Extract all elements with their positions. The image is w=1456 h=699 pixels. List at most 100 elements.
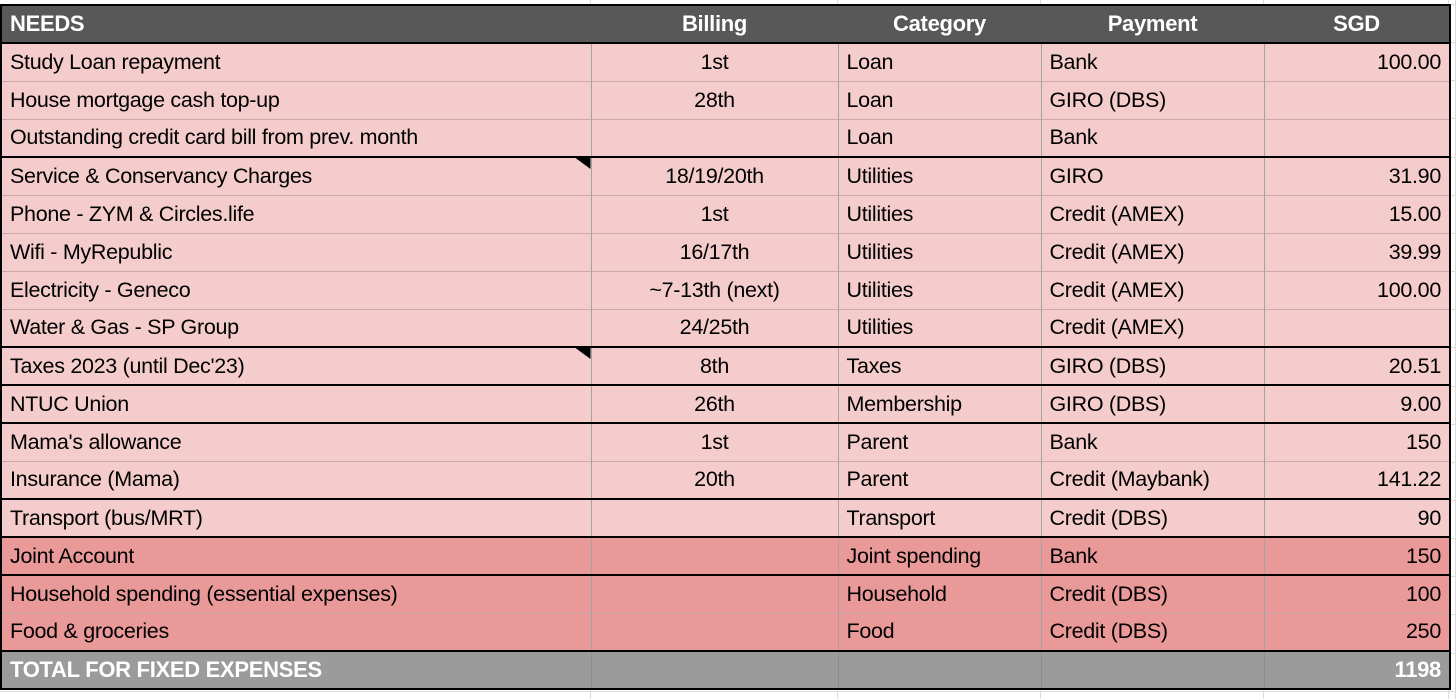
cell-category[interactable]: Household bbox=[837, 574, 1041, 613]
cell-payment[interactable]: Credit (AMEX) bbox=[1040, 194, 1264, 233]
total-empty-cell[interactable] bbox=[590, 650, 838, 689]
cell-category[interactable]: Loan bbox=[837, 43, 1041, 81]
cell-payment[interactable]: GIRO (DBS) bbox=[1040, 346, 1264, 386]
cell-payment[interactable]: Credit (DBS) bbox=[1040, 574, 1264, 613]
table-row: Mama's allowance 1st Parent Bank 150 bbox=[1, 422, 1450, 461]
cell-billing[interactable]: 28th bbox=[590, 80, 838, 119]
column-header-category[interactable]: Category bbox=[838, 5, 1041, 43]
cell-payment[interactable]: Credit (AMEX) bbox=[1040, 270, 1264, 309]
cell-sgd[interactable]: 100.00 bbox=[1263, 270, 1450, 309]
cell-billing[interactable]: 26th bbox=[590, 384, 838, 424]
cell-sgd[interactable]: 39.99 bbox=[1263, 232, 1450, 271]
cell-billing[interactable]: 8th bbox=[590, 346, 838, 386]
payment-text: GIRO bbox=[1049, 163, 1104, 188]
cell-sgd[interactable]: 15.00 bbox=[1263, 194, 1450, 233]
comment-indicator-icon[interactable] bbox=[575, 348, 591, 359]
cell-sgd[interactable]: 100.00 bbox=[1263, 43, 1450, 81]
cell-sgd[interactable]: 90 bbox=[1263, 498, 1450, 538]
cell-category[interactable]: Parent bbox=[837, 422, 1041, 461]
cell-payment[interactable]: Credit (DBS) bbox=[1040, 498, 1264, 538]
cell-sgd[interactable]: 250 bbox=[1263, 612, 1450, 652]
total-empty-cell[interactable] bbox=[837, 650, 1041, 689]
billing-text: 20th bbox=[694, 467, 735, 492]
cell-sgd[interactable] bbox=[1263, 308, 1450, 348]
cell-billing[interactable] bbox=[590, 574, 838, 613]
cell-needs[interactable]: Phone - ZYM & Circles.life bbox=[1, 194, 591, 233]
cell-needs[interactable]: Electricity - Geneco bbox=[1, 270, 591, 309]
cell-billing[interactable]: ~7-13th (next) bbox=[590, 270, 838, 309]
cell-needs[interactable]: Transport (bus/MRT) bbox=[1, 498, 591, 538]
cell-needs[interactable]: Mama's allowance bbox=[1, 422, 591, 461]
cell-payment[interactable]: Credit (AMEX) bbox=[1040, 308, 1264, 348]
cell-needs[interactable]: Insurance (Mama) bbox=[1, 460, 591, 500]
cell-category[interactable]: Utilities bbox=[837, 232, 1041, 271]
sgd-text: 141.22 bbox=[1377, 467, 1441, 492]
cell-category[interactable]: Food bbox=[837, 612, 1041, 652]
cell-category[interactable]: Membership bbox=[837, 384, 1041, 424]
cell-needs[interactable]: NTUC Union bbox=[1, 384, 591, 424]
needs-text: Taxes 2023 (until Dec'23) bbox=[10, 353, 245, 378]
comment-indicator-icon[interactable] bbox=[575, 158, 591, 169]
column-header-payment[interactable]: Payment bbox=[1041, 5, 1264, 43]
cell-sgd[interactable]: 100 bbox=[1263, 574, 1450, 613]
cell-billing[interactable]: 24/25th bbox=[590, 308, 838, 348]
cell-billing[interactable] bbox=[590, 612, 838, 652]
cell-sgd[interactable]: 9.00 bbox=[1263, 384, 1450, 424]
column-header-needs[interactable]: NEEDS bbox=[1, 5, 591, 43]
cell-payment[interactable]: GIRO (DBS) bbox=[1040, 384, 1264, 424]
cell-payment[interactable]: GIRO (DBS) bbox=[1040, 80, 1264, 119]
cell-needs[interactable]: House mortgage cash top-up bbox=[1, 80, 591, 119]
cell-sgd[interactable]: 150 bbox=[1263, 536, 1450, 576]
cell-billing[interactable] bbox=[590, 498, 838, 538]
cell-payment[interactable]: GIRO bbox=[1040, 156, 1264, 195]
cell-category[interactable]: Loan bbox=[837, 80, 1041, 119]
cell-payment[interactable]: Bank bbox=[1040, 43, 1264, 81]
column-header-billing[interactable]: Billing bbox=[591, 5, 838, 43]
cell-category[interactable]: Parent bbox=[837, 460, 1041, 500]
cell-billing[interactable] bbox=[590, 118, 838, 158]
cell-category[interactable]: Utilities bbox=[837, 194, 1041, 233]
cell-sgd[interactable] bbox=[1263, 118, 1450, 158]
cell-billing[interactable]: 18/19/20th bbox=[590, 156, 838, 195]
cell-payment[interactable]: Bank bbox=[1040, 118, 1264, 158]
cell-category[interactable]: Loan bbox=[837, 118, 1041, 158]
cell-billing[interactable]: 1st bbox=[590, 194, 838, 233]
cell-payment[interactable]: Credit (Maybank) bbox=[1040, 460, 1264, 500]
cell-category[interactable]: Utilities bbox=[837, 308, 1041, 348]
cell-needs[interactable]: Joint Account bbox=[1, 536, 591, 576]
cell-category[interactable]: Joint spending bbox=[837, 536, 1041, 576]
total-value-cell[interactable]: 1198 bbox=[1263, 650, 1450, 689]
cell-needs[interactable]: Household spending (essential expenses) bbox=[1, 574, 591, 613]
total-row: TOTAL FOR FIXED EXPENSES 1198 bbox=[1, 650, 1450, 689]
cell-needs[interactable]: Taxes 2023 (until Dec'23) bbox=[1, 346, 591, 386]
cell-sgd[interactable]: 31.90 bbox=[1263, 156, 1450, 195]
cell-needs[interactable]: Wifi - MyRepublic bbox=[1, 232, 591, 271]
cell-sgd[interactable] bbox=[1263, 80, 1450, 119]
cell-category[interactable]: Taxes bbox=[837, 346, 1041, 386]
cell-billing[interactable]: 20th bbox=[590, 460, 838, 500]
cell-billing[interactable]: 1st bbox=[590, 422, 838, 461]
cell-needs[interactable]: Food & groceries bbox=[1, 612, 591, 652]
total-empty-cell[interactable] bbox=[1040, 650, 1264, 689]
cell-needs[interactable]: Study Loan repayment bbox=[1, 43, 591, 81]
cell-billing[interactable] bbox=[590, 536, 838, 576]
cell-payment[interactable]: Bank bbox=[1040, 422, 1264, 461]
cell-category[interactable]: Transport bbox=[837, 498, 1041, 538]
cell-sgd[interactable]: 150 bbox=[1263, 422, 1450, 461]
total-label-cell[interactable]: TOTAL FOR FIXED EXPENSES bbox=[1, 650, 591, 689]
cell-needs[interactable]: Service & Conservancy Charges bbox=[1, 156, 591, 195]
cell-needs[interactable]: Water & Gas - SP Group bbox=[1, 308, 591, 348]
cell-payment[interactable]: Credit (DBS) bbox=[1040, 612, 1264, 652]
cell-billing[interactable]: 1st bbox=[590, 43, 838, 81]
cell-sgd[interactable]: 20.51 bbox=[1263, 346, 1450, 386]
cell-sgd[interactable]: 141.22 bbox=[1263, 460, 1450, 500]
cell-needs[interactable]: Outstanding credit card bill from prev. … bbox=[1, 118, 591, 158]
cell-category[interactable]: Utilities bbox=[837, 270, 1041, 309]
cell-billing[interactable]: 16/17th bbox=[590, 232, 838, 271]
cell-payment[interactable]: Credit (AMEX) bbox=[1040, 232, 1264, 271]
needs-text: Insurance (Mama) bbox=[10, 467, 180, 492]
cell-category[interactable]: Utilities bbox=[837, 156, 1041, 195]
needs-text: Food & groceries bbox=[10, 619, 169, 644]
cell-payment[interactable]: Bank bbox=[1040, 536, 1264, 576]
column-header-sgd[interactable]: SGD bbox=[1264, 5, 1450, 43]
